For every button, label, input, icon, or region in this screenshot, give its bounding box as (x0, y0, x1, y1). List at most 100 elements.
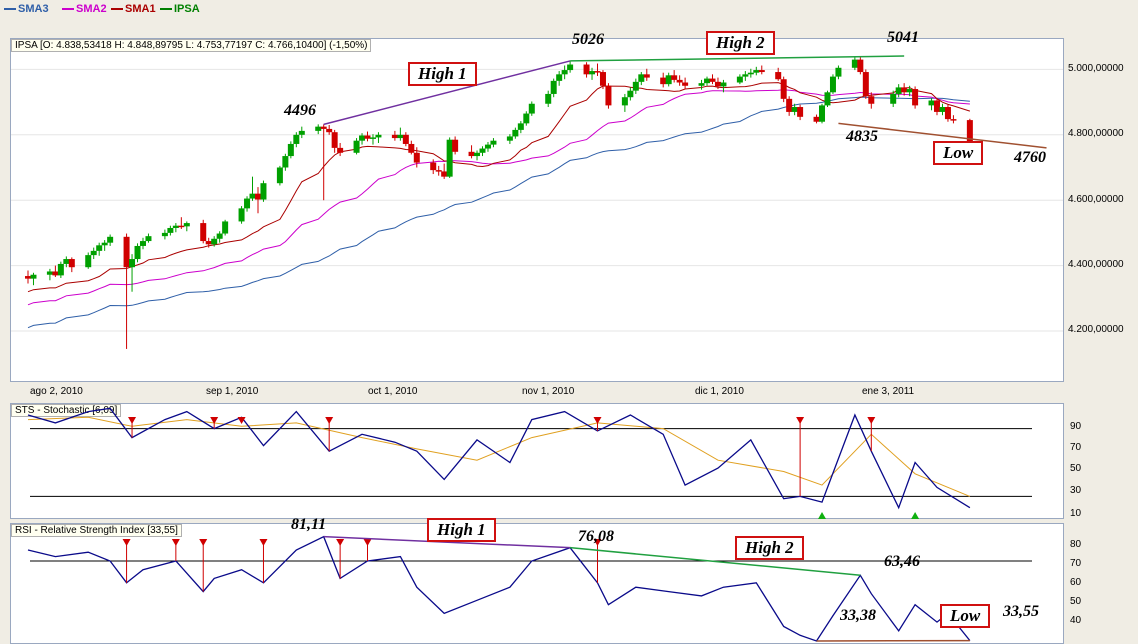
candle-body (676, 79, 683, 83)
candle-body (134, 245, 141, 260)
candle-body (813, 116, 820, 122)
candle-body (714, 81, 721, 87)
rsi-panel-title: RSI - Relative Strength Index [33,55] (11, 524, 182, 537)
candle-body (446, 139, 453, 177)
legend-item-ipsa[interactable]: IPSA (160, 3, 200, 15)
price-trendline (838, 122, 1047, 149)
candle-body (326, 128, 333, 133)
candle-body (129, 259, 136, 268)
candle-body (260, 183, 267, 200)
candle-body (912, 89, 919, 106)
annotation-4496: 4496 (284, 102, 316, 119)
candle-body (331, 132, 338, 148)
x-axis-tick: dic 1, 2010 (695, 386, 744, 397)
candle-body (96, 245, 103, 251)
stoch-d-line (27, 416, 971, 497)
candle-body (506, 136, 513, 141)
candle-body (107, 236, 114, 243)
x-axis-tick: oct 1, 2010 (368, 386, 418, 397)
legend-label: SMA2 (76, 3, 107, 15)
candle-body (161, 232, 168, 237)
stochastic-panel-title: STS - Stochastic [6,09] (11, 404, 122, 417)
x-axis-tick: sep 1, 2010 (206, 386, 259, 397)
candle-body (298, 130, 305, 135)
candle-body (474, 152, 481, 157)
rsi-label-low: Low (940, 604, 991, 628)
candle-body (90, 250, 97, 256)
label-high-1: High 1 (408, 62, 477, 86)
candle-body (452, 139, 459, 152)
candle-body (490, 140, 497, 145)
candle-body (205, 241, 212, 245)
legend-item-sma2[interactable]: SMA2 (62, 3, 107, 15)
candle-body (200, 223, 207, 242)
candle-body (736, 76, 743, 83)
stoch-sell-marker (796, 417, 805, 424)
stoch-sell-marker (237, 417, 246, 424)
candle-body (63, 259, 70, 264)
stoch-y-tick: 10 (1070, 508, 1082, 519)
candle-body (747, 72, 754, 75)
rsi-panel[interactable] (10, 523, 1064, 644)
candle-body (369, 137, 376, 139)
rsi-y-tick: 70 (1070, 558, 1082, 569)
annotation-33-55: 33,55 (1003, 603, 1039, 620)
indicator-legend: SMA3 SMA2 SMA1 IPSA (0, 0, 1138, 20)
candle-body (671, 75, 678, 80)
candle-body (353, 140, 360, 153)
stoch-buy-marker (818, 512, 827, 519)
label-high-2: High 2 (706, 31, 775, 55)
rsi-y-tick: 60 (1070, 577, 1082, 588)
annotation-4835: 4835 (846, 128, 878, 145)
stoch-sell-marker (325, 417, 334, 424)
stoch-sell-marker (867, 417, 876, 424)
stoch-buy-marker (911, 512, 920, 519)
candle-body (238, 208, 245, 222)
price-y-tick: 4.200,00000 (1068, 324, 1124, 335)
rsi-sell-marker (171, 539, 180, 546)
stoch-y-tick: 30 (1070, 485, 1082, 496)
annotation-4760: 4760 (1014, 149, 1046, 166)
legend-swatch (62, 8, 74, 11)
candle-body (720, 82, 727, 87)
candle-body (928, 100, 935, 106)
price-panel[interactable] (10, 38, 1064, 382)
rsi-sell-marker (363, 539, 372, 546)
candle-body (698, 83, 705, 86)
legend-swatch (4, 8, 16, 11)
annotation-33-38: 33,38 (840, 607, 876, 624)
candle-body (244, 198, 251, 209)
candle-body (868, 96, 875, 104)
candle-body (276, 167, 283, 184)
stoch-sell-marker (210, 417, 219, 424)
candle-body (786, 98, 793, 112)
candle-body (775, 72, 782, 80)
legend-item-sma1[interactable]: SMA1 (111, 3, 156, 15)
rsi-y-tick: 80 (1070, 539, 1082, 550)
annotation-5026: 5026 (572, 31, 604, 48)
candle-body (435, 170, 442, 172)
candle-body (293, 134, 300, 144)
candle-body (966, 120, 973, 146)
candle-body (939, 107, 946, 112)
candle-body (819, 105, 826, 122)
candle-body (829, 76, 836, 93)
legend-label: IPSA (174, 3, 200, 15)
legend-item-sma3[interactable]: SMA3 (4, 3, 49, 15)
candle-body (512, 129, 519, 137)
stochastic-panel[interactable] (10, 403, 1064, 519)
candle-body (944, 107, 951, 120)
candle-body (222, 221, 229, 234)
candle-body (638, 74, 645, 82)
annotation-76-08: 76,08 (578, 528, 614, 545)
candle-body (52, 271, 59, 276)
rsi-trendline (323, 535, 571, 549)
candle-body (479, 148, 486, 153)
candle-body (254, 193, 261, 200)
candle-body (68, 259, 75, 268)
candle-body (145, 236, 152, 242)
rsi-sell-marker (593, 539, 602, 546)
candle-body (287, 143, 294, 157)
candle-body (216, 233, 223, 239)
